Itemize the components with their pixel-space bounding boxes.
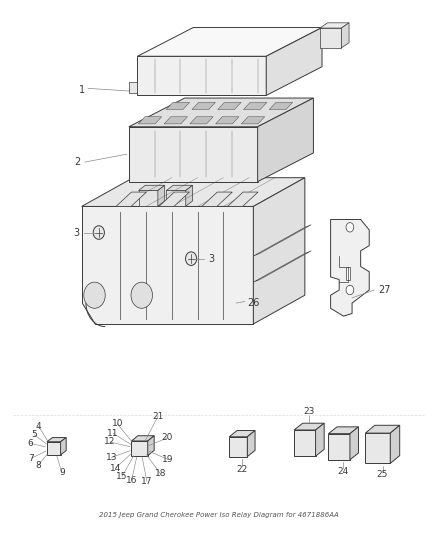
Text: 16: 16 xyxy=(126,477,137,485)
Polygon shape xyxy=(253,177,305,324)
Polygon shape xyxy=(390,425,400,463)
Polygon shape xyxy=(129,127,258,182)
Text: 4: 4 xyxy=(36,422,41,431)
Polygon shape xyxy=(230,431,255,437)
Circle shape xyxy=(346,223,354,232)
Text: 2015 Jeep Grand Cherokee Power Iso Relay Diagram for 4671886AA: 2015 Jeep Grand Cherokee Power Iso Relay… xyxy=(99,512,339,518)
Text: 6: 6 xyxy=(27,439,33,448)
Polygon shape xyxy=(131,441,148,456)
Polygon shape xyxy=(166,190,186,206)
Polygon shape xyxy=(47,442,60,455)
Circle shape xyxy=(346,285,354,295)
Polygon shape xyxy=(164,117,187,124)
Polygon shape xyxy=(47,438,66,442)
Polygon shape xyxy=(244,102,267,110)
Polygon shape xyxy=(294,430,315,456)
Text: 7: 7 xyxy=(28,454,35,463)
Polygon shape xyxy=(266,28,322,95)
Polygon shape xyxy=(159,192,189,206)
Polygon shape xyxy=(218,102,241,110)
Polygon shape xyxy=(202,192,232,206)
Circle shape xyxy=(186,252,197,265)
Polygon shape xyxy=(228,192,258,206)
Text: 24: 24 xyxy=(338,467,349,476)
Polygon shape xyxy=(241,117,265,124)
Polygon shape xyxy=(81,206,253,324)
Text: 15: 15 xyxy=(116,472,128,481)
Polygon shape xyxy=(294,423,324,430)
Polygon shape xyxy=(129,98,314,127)
Text: 20: 20 xyxy=(162,433,173,442)
Text: 2: 2 xyxy=(74,157,81,167)
Polygon shape xyxy=(230,437,247,457)
Polygon shape xyxy=(138,56,266,95)
Text: 17: 17 xyxy=(141,477,152,486)
Polygon shape xyxy=(60,438,66,455)
Polygon shape xyxy=(186,185,193,206)
Text: 22: 22 xyxy=(237,465,248,474)
Polygon shape xyxy=(138,28,322,56)
Text: 9: 9 xyxy=(59,468,65,477)
Polygon shape xyxy=(192,102,215,110)
Text: 8: 8 xyxy=(35,461,41,470)
Polygon shape xyxy=(365,433,390,463)
Polygon shape xyxy=(331,220,369,316)
Polygon shape xyxy=(328,434,350,460)
Polygon shape xyxy=(129,83,138,93)
Text: 26: 26 xyxy=(247,298,260,308)
Polygon shape xyxy=(247,431,255,457)
Circle shape xyxy=(84,282,105,308)
Text: 27: 27 xyxy=(378,285,390,295)
Text: 13: 13 xyxy=(106,453,117,462)
Polygon shape xyxy=(253,225,311,256)
Text: 11: 11 xyxy=(107,429,119,438)
Polygon shape xyxy=(350,427,358,460)
Polygon shape xyxy=(320,28,341,48)
Polygon shape xyxy=(253,251,311,282)
Polygon shape xyxy=(138,190,158,206)
Text: 5: 5 xyxy=(32,430,37,439)
Polygon shape xyxy=(365,425,400,433)
Polygon shape xyxy=(258,98,314,182)
Polygon shape xyxy=(81,177,305,206)
Text: 18: 18 xyxy=(155,469,166,478)
Text: 1: 1 xyxy=(78,85,85,95)
Circle shape xyxy=(93,226,104,239)
Polygon shape xyxy=(269,102,293,110)
Polygon shape xyxy=(166,185,193,190)
Polygon shape xyxy=(158,185,165,206)
Bar xyxy=(346,266,350,280)
Polygon shape xyxy=(166,102,190,110)
Polygon shape xyxy=(138,117,162,124)
Polygon shape xyxy=(116,192,146,206)
Polygon shape xyxy=(138,185,165,190)
Text: 3: 3 xyxy=(74,228,79,238)
Text: 3: 3 xyxy=(208,254,214,264)
Text: 21: 21 xyxy=(152,411,164,421)
Polygon shape xyxy=(315,423,324,456)
Text: 23: 23 xyxy=(304,407,315,416)
Text: 25: 25 xyxy=(377,471,388,479)
Polygon shape xyxy=(328,427,358,434)
Text: 10: 10 xyxy=(112,419,123,429)
Text: 14: 14 xyxy=(110,464,121,473)
Text: 19: 19 xyxy=(162,455,174,464)
Polygon shape xyxy=(148,436,154,456)
Circle shape xyxy=(131,282,152,308)
Polygon shape xyxy=(131,436,154,441)
Polygon shape xyxy=(215,117,239,124)
Text: 12: 12 xyxy=(104,438,116,447)
Polygon shape xyxy=(190,117,213,124)
Polygon shape xyxy=(341,23,349,48)
Polygon shape xyxy=(320,23,349,28)
